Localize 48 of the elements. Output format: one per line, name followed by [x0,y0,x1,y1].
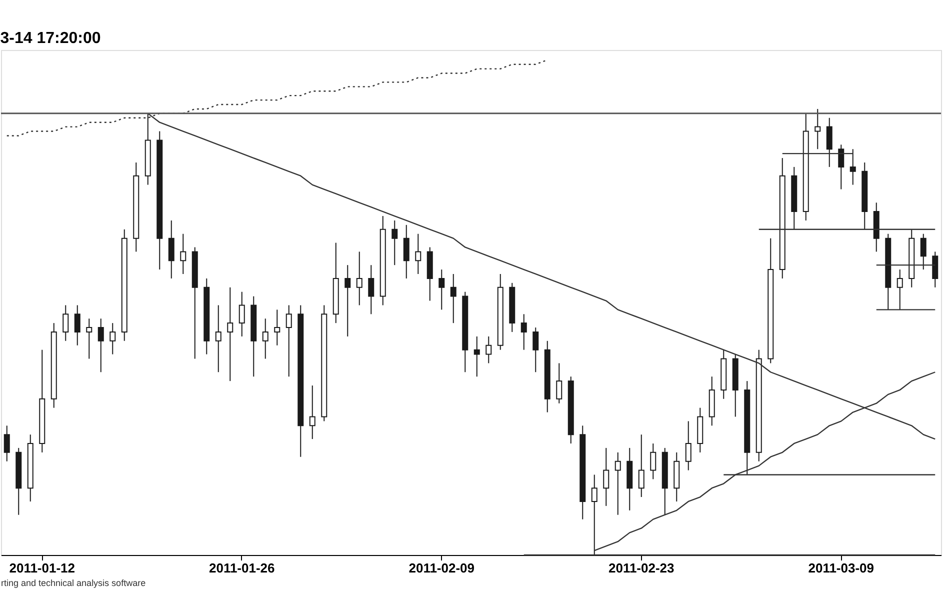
candlestick [238,291,245,337]
candlestick [356,251,362,306]
candlestick [532,327,539,373]
candlestick [62,304,69,342]
x-tick-label: 2011-01-12 [9,560,76,576]
candlestick [520,314,527,350]
candlestick [110,322,116,355]
candlestick [168,220,174,279]
x-tick-label: 2011-01-26 [208,560,275,576]
candlestick [638,434,644,498]
candlestick [392,220,398,266]
candlestick [286,304,292,378]
candlestick [415,233,422,274]
candlestick [920,233,926,270]
candlestick [215,304,222,373]
candlestick [86,318,92,360]
text: rting and technical analysis software [1,578,146,588]
candlestick [344,264,351,337]
candlestick [650,442,656,480]
candlestick [368,264,374,315]
candlestick [603,447,610,506]
candlestick [850,148,856,186]
candlestick [685,420,692,471]
candlestick [450,274,456,324]
candlestick [74,304,80,346]
candlestick [98,318,104,373]
candlestick [486,336,492,364]
chart-title: 3-14 17:20:00 [0,30,101,47]
x-tick-label: 2011-02-23 [608,560,674,576]
candlestick [614,452,621,516]
candlestick [438,269,445,310]
x-tick-label: 2011-02-09 [408,560,475,576]
candlestick [474,336,480,378]
candlestick [826,117,832,168]
candlestick [403,224,410,279]
candlestick [309,385,316,440]
candlestick [274,309,280,346]
x-tick-label: 2011-03-09 [808,560,874,576]
candlestick [262,318,268,360]
candlestick [4,425,10,462]
candlestick [896,269,903,310]
candlestick [932,251,938,288]
candlestick [591,474,598,556]
candlestick [556,362,562,404]
candlestick [838,144,844,190]
candlestick [180,233,186,274]
candlestick [814,108,821,150]
candlestick [227,286,234,382]
